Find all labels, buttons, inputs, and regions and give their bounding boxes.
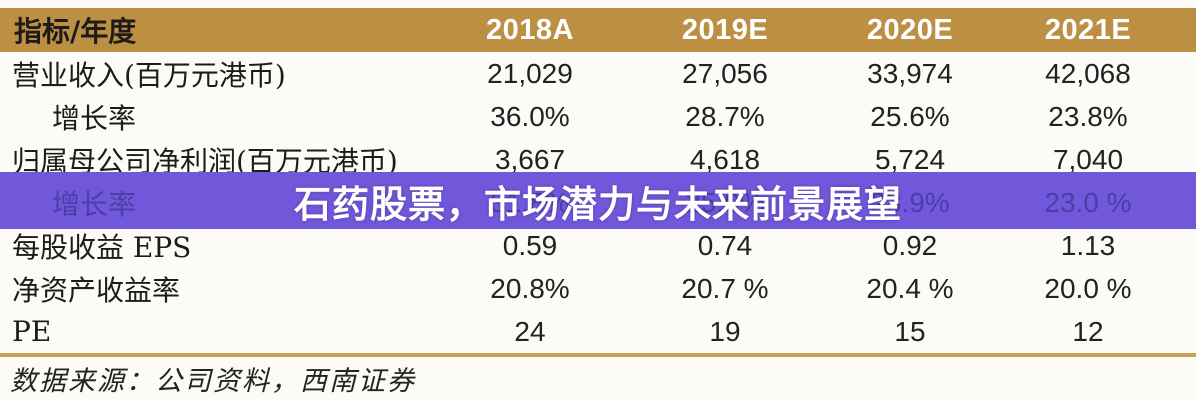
cell-value: 20.8%	[490, 272, 570, 304]
cell-value: 23.8%	[1048, 100, 1128, 132]
cell-value: 42,068	[1045, 57, 1131, 89]
row-label: 每股收益 EPS	[12, 230, 192, 264]
table-row-pe: PE 24 19 15 12	[0, 310, 1196, 353]
cell-value: 36.0%	[490, 100, 570, 132]
row-label: 增长率	[52, 187, 137, 221]
cell-value: 27,056	[682, 57, 768, 89]
table-row-roe: 净资产收益率 20.8% 20.7 % 20.4 % 20.0 %	[0, 267, 1196, 310]
table-header-row: 指标/年度 2018A 2019E 2020E 2021E	[0, 8, 1196, 52]
cell-value: 5,724	[874, 143, 946, 175]
cell-value: 23.9%	[870, 186, 950, 218]
cell-value: 15	[894, 315, 926, 347]
cell-value: 4,618	[689, 143, 761, 175]
header-metric-year-label: 指标/年度	[14, 15, 137, 48]
cell-value: 12	[1072, 315, 1104, 347]
cell-value: 31.8%	[490, 186, 570, 218]
row-label: 营业收入(百万元港币)	[12, 58, 286, 92]
cell-value: 7,040	[1052, 143, 1124, 175]
cell-value: 0.74	[697, 229, 753, 261]
cell-value: 33,974	[867, 57, 953, 89]
header-year-2019e: 2019E	[681, 13, 769, 46]
cell-value: 20.0 %	[1044, 272, 1132, 304]
table-row-revenue: 营业收入(百万元港币) 21,029 27,056 33,974 42,068	[0, 52, 1196, 95]
cell-value: 28.7%	[685, 100, 765, 132]
table-bottom-rule	[0, 353, 1196, 357]
cell-value: 20.4 %	[866, 272, 954, 304]
cell-value: 1.13	[1060, 229, 1116, 261]
cell-value: 25.6%	[870, 100, 950, 132]
cell-value: 3,667	[494, 143, 566, 175]
header-year-2021e: 2021E	[1044, 13, 1132, 46]
table-row-revenue-growth: 增长率 36.0% 28.7% 25.6% 23.8%	[0, 95, 1196, 138]
row-label: 增长率	[52, 101, 137, 135]
row-label: PE	[12, 315, 52, 348]
header-year-2018a: 2018A	[486, 13, 574, 46]
header-year-2020e: 2020E	[866, 13, 954, 46]
cell-value: 21,029	[487, 57, 573, 89]
cell-value: 23.0 %	[1044, 186, 1132, 218]
cell-value: 24	[514, 315, 546, 347]
data-source-note: 数据来源：公司资料，西南证券	[10, 366, 416, 397]
cell-value: 25.9%	[685, 186, 765, 218]
cell-value: 0.59	[502, 229, 558, 261]
cell-value: 20.7 %	[681, 272, 769, 304]
table-row-eps: 每股收益 EPS 0.59 0.74 0.92 1.13	[0, 224, 1196, 267]
table-row-net-profit: 归属母公司净利润(百万元港币) 3,667 4,618 5,724 7,040	[0, 138, 1196, 181]
cell-value: 0.92	[882, 229, 938, 261]
row-label: 净资产收益率	[12, 273, 181, 307]
table-row-net-profit-growth: 增长率 31.8% 25.9% 23.9% 23.0 %	[0, 181, 1196, 224]
cell-value: 19	[709, 315, 741, 347]
title-banner-background	[0, 172, 1196, 229]
